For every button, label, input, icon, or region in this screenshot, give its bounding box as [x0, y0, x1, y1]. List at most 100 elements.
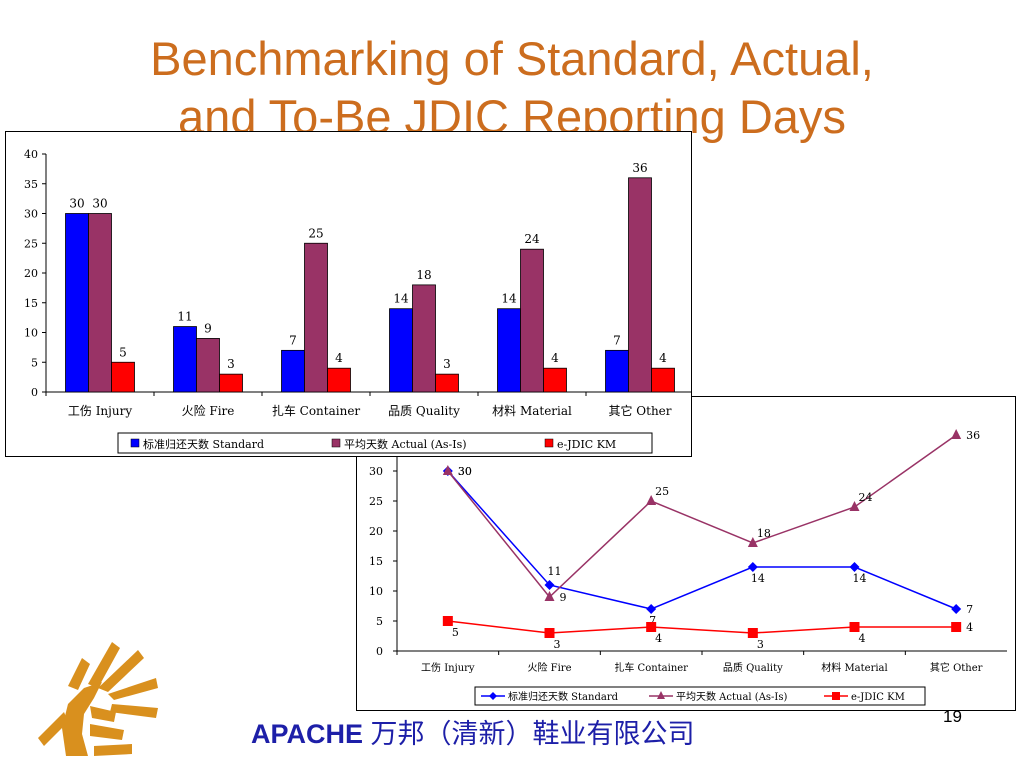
legend-swatch: [331, 438, 341, 448]
y-tick-label: 0: [376, 645, 383, 658]
data-label: 3: [554, 638, 561, 651]
series-line: [447, 620, 957, 634]
data-label: 7: [649, 614, 656, 627]
y-tick-label: 25: [369, 495, 383, 508]
bar: [605, 349, 629, 393]
data-label: 4: [655, 632, 662, 645]
y-tick-label: 30: [24, 208, 38, 221]
point-square: [646, 622, 657, 632]
bar: [88, 213, 112, 393]
apache-head-logo-icon: [38, 642, 158, 756]
bar: [304, 242, 328, 393]
legend-swatch: [130, 438, 140, 448]
data-label: 4: [659, 351, 667, 365]
point-diamond: [951, 604, 962, 614]
bar: [628, 177, 652, 393]
footer-company: APACHE 万邦（清新）鞋业有限公司: [251, 712, 695, 751]
x-tick-label: 火险 Fire: [182, 403, 235, 418]
legend-label: 标准归还天数 Standard: [143, 437, 264, 451]
legend-label: e-JDIC KM: [851, 692, 905, 703]
bar: [543, 367, 567, 393]
legend-marker: [489, 692, 497, 700]
bar: [389, 308, 413, 393]
point-triangle: [951, 429, 962, 439]
data-label: 24: [524, 232, 540, 246]
data-label: 30: [458, 465, 472, 478]
point-diamond: [646, 604, 657, 614]
data-label: 3: [227, 357, 235, 371]
footer-company-name: 万邦（清新）鞋业有限公司: [370, 719, 695, 749]
data-label: 14: [853, 572, 867, 585]
point-square: [544, 628, 555, 638]
x-tick-label: 工伤 Injury: [68, 404, 132, 418]
point-triangle: [747, 537, 758, 547]
title-line-1: Benchmarking of Standard, Actual,: [150, 32, 874, 85]
data-label: 4: [335, 351, 343, 365]
bar: [497, 308, 521, 393]
x-tick-label: 品质 Quality: [388, 404, 460, 418]
data-label: 24: [859, 491, 873, 504]
bar: [173, 326, 197, 393]
data-label: 3: [757, 638, 764, 651]
y-tick-label: 5: [31, 356, 38, 369]
bar: [196, 338, 220, 393]
x-tick-label: 火险 Fire: [527, 661, 571, 674]
x-tick-label: 其它 Other: [608, 403, 671, 418]
bar: [412, 284, 436, 393]
point-square: [442, 616, 453, 626]
legend-swatch: [544, 438, 554, 448]
legend-label: 平均天数 Actual (As-Is): [344, 438, 467, 451]
data-label: 7: [966, 603, 973, 616]
data-label: 14: [393, 292, 409, 306]
point-diamond: [747, 562, 758, 572]
bar: [651, 367, 675, 393]
data-label: 36: [632, 161, 647, 175]
y-tick-label: 10: [369, 585, 383, 598]
data-label: 4: [966, 621, 973, 634]
y-tick-label: 15: [369, 555, 383, 568]
y-tick-label: 25: [24, 237, 38, 250]
x-tick-label: 扎车 Container: [614, 661, 688, 674]
x-tick-label: 其它 Other: [930, 661, 983, 674]
bar: [219, 373, 243, 393]
data-label: 14: [751, 572, 765, 585]
point-diamond: [544, 580, 555, 590]
y-tick-label: 5: [376, 615, 383, 628]
data-label: 18: [757, 527, 771, 540]
bar-chart-panel: 0 5 10 15 20 25 30 35 40 工伤 Injury 30 30 5 火险 Fire 11 9…: [5, 131, 694, 457]
data-label: 3: [443, 357, 451, 371]
data-label: 5: [452, 626, 459, 639]
data-label: 5: [119, 345, 127, 359]
x-tick-label: 扎车 Container: [272, 403, 361, 418]
point-triangle: [646, 495, 657, 505]
y-tick-label: 30: [369, 465, 383, 478]
point-square: [849, 622, 860, 632]
legend-box: [117, 432, 653, 454]
x-tick-label: 材料 Material: [821, 661, 887, 674]
legend-box: [474, 686, 926, 706]
y-tick-label: 20: [24, 267, 38, 280]
legend-marker: [657, 691, 665, 699]
x-tick-label: 材料 Material: [492, 404, 572, 418]
data-label: 4: [859, 632, 866, 645]
y-tick-label: 15: [24, 297, 38, 310]
point-square: [951, 622, 962, 632]
page-number: 19: [943, 707, 962, 726]
data-label: 25: [655, 485, 669, 498]
bar: [111, 361, 135, 393]
y-tick-label: 40: [24, 148, 38, 161]
line-chart: 0 5 10 15 20 25 30 工伤 Injury 火险 Fire 扎车 Container…: [369, 429, 1007, 706]
data-label: 14: [501, 292, 517, 306]
point-triangle: [442, 465, 453, 475]
bar: [281, 349, 305, 393]
point-triangle: [849, 501, 860, 511]
data-label: 18: [416, 268, 431, 282]
legend-label: 标准归还天数 Standard: [508, 690, 619, 703]
y-tick-label: 20: [369, 525, 383, 538]
series-line: [447, 434, 957, 599]
x-tick-label: 工伤 Injury: [421, 661, 475, 674]
x-tick-label: 品质 Quality: [723, 662, 783, 674]
data-label: 7: [289, 333, 297, 347]
bar: [65, 213, 89, 393]
data-label: 11: [548, 565, 562, 578]
